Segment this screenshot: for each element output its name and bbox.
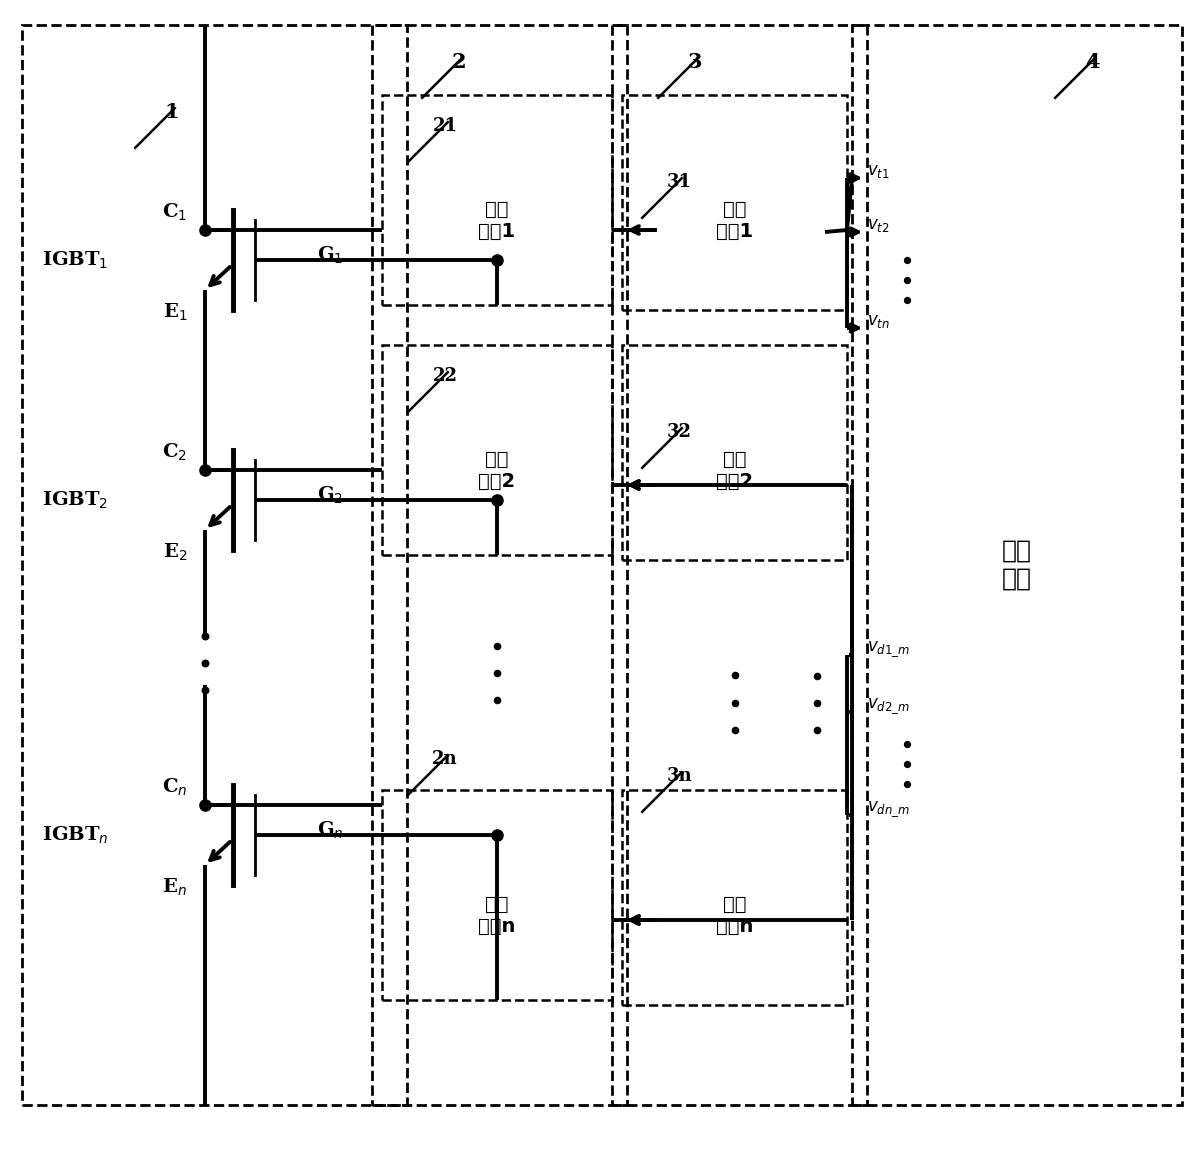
Text: 32: 32: [666, 423, 692, 440]
Point: [807, 720, 826, 738]
Text: $v_{tn}$: $v_{tn}$: [867, 314, 890, 330]
Point: [487, 636, 506, 654]
Point: [897, 291, 917, 309]
Text: $v_{t1}$: $v_{t1}$: [867, 163, 890, 181]
Point: [487, 251, 506, 269]
Text: 1: 1: [165, 102, 179, 122]
Text: C$_n$: C$_n$: [161, 776, 186, 798]
Bar: [612, 25, 867, 1105]
Text: G$_2$: G$_2$: [318, 484, 343, 506]
Point: [725, 666, 745, 684]
Bar: [622, 790, 847, 1005]
Point: [725, 693, 745, 712]
Text: 3: 3: [688, 52, 703, 72]
Point: [725, 720, 745, 738]
Point: [807, 666, 826, 684]
Text: E$_n$: E$_n$: [162, 876, 186, 898]
Text: 22: 22: [433, 367, 457, 385]
Text: 4: 4: [1085, 52, 1100, 72]
Point: [195, 461, 214, 480]
Point: [897, 754, 917, 773]
Text: 21: 21: [433, 117, 457, 135]
Text: IGBT$_1$: IGBT$_1$: [42, 250, 108, 270]
Point: [195, 796, 214, 814]
Text: 驱动
单元n: 驱动 单元n: [716, 895, 754, 935]
Text: IGBT$_2$: IGBT$_2$: [42, 490, 108, 511]
Bar: [383, 790, 612, 1000]
Text: $v_{d2\_m}$: $v_{d2\_m}$: [867, 696, 909, 715]
Point: [195, 653, 214, 672]
Bar: [383, 345, 612, 555]
Text: G$_n$: G$_n$: [318, 819, 344, 841]
Text: 箱位
单元n: 箱位 单元n: [479, 895, 516, 935]
Point: [897, 251, 917, 269]
Point: [897, 735, 917, 753]
Point: [195, 627, 214, 645]
Point: [487, 826, 506, 844]
Point: [807, 693, 826, 712]
Text: $v_{d1\_m}$: $v_{d1\_m}$: [867, 639, 909, 659]
Bar: [622, 345, 847, 560]
Text: 3n: 3n: [666, 767, 692, 785]
Point: [897, 270, 917, 289]
Text: 31: 31: [666, 172, 692, 191]
Text: E$_1$: E$_1$: [162, 301, 186, 323]
Bar: [622, 95, 847, 310]
Point: [195, 221, 214, 239]
Text: 驱动
单元1: 驱动 单元1: [717, 199, 753, 240]
Text: IGBT$_n$: IGBT$_n$: [42, 825, 108, 845]
Text: E$_2$: E$_2$: [162, 542, 186, 562]
Text: 箱位
单元2: 箱位 单元2: [479, 450, 516, 491]
Bar: [852, 25, 1183, 1105]
Text: 2n: 2n: [432, 750, 458, 768]
Text: $v_{t2}$: $v_{t2}$: [867, 217, 890, 235]
Bar: [372, 25, 627, 1105]
Text: 箱位
单元1: 箱位 单元1: [479, 199, 516, 240]
Point: [195, 681, 214, 699]
Point: [487, 690, 506, 708]
Text: 控制
单元: 控制 单元: [1002, 539, 1032, 591]
Bar: [383, 95, 612, 305]
Text: C$_1$: C$_1$: [162, 201, 186, 223]
Point: [487, 664, 506, 682]
Text: 2: 2: [451, 52, 467, 72]
Point: [487, 491, 506, 509]
Text: C$_2$: C$_2$: [162, 442, 186, 462]
Bar: [22, 25, 407, 1105]
Text: 驱动
单元2: 驱动 单元2: [717, 450, 753, 491]
Text: G$_1$: G$_1$: [318, 244, 343, 266]
Point: [897, 774, 917, 792]
Text: $v_{dn\_m}$: $v_{dn\_m}$: [867, 799, 909, 819]
